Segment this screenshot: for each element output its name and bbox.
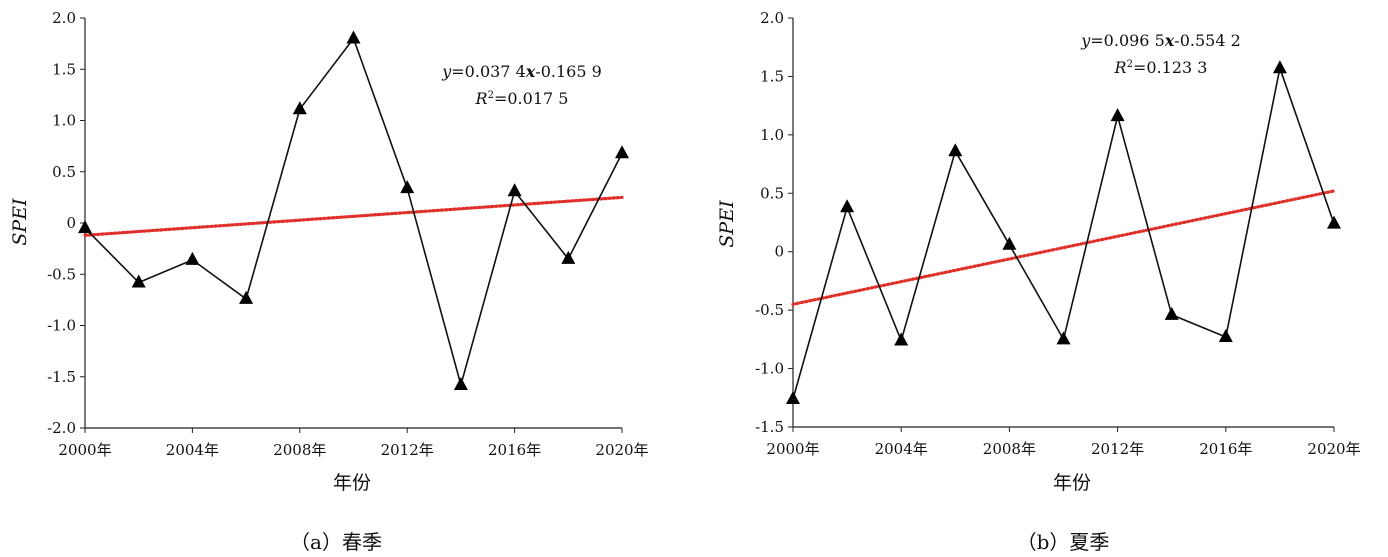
a-y-tick-label: -2.0	[47, 419, 76, 437]
b-y-tick-label: 1.5	[760, 67, 784, 85]
b-x-tick-label: 2008年	[983, 440, 1036, 458]
b-data-point-triangle	[1327, 215, 1341, 229]
a-data-point-triangle	[453, 376, 468, 390]
b-data-point-triangle	[1272, 60, 1287, 74]
b-data-point-triangle	[1218, 329, 1233, 343]
a-data-point-triangle	[292, 101, 307, 115]
a-x-axis-label: 年份	[333, 472, 371, 494]
a-data-point-triangle	[561, 250, 576, 264]
b-x-tick-label: 2016年	[1199, 440, 1252, 458]
b-x-tick-label: 2004年	[875, 440, 928, 458]
b-data-point-triangle	[894, 332, 909, 346]
b-trend-dotted-line	[791, 189, 1336, 306]
b-series	[786, 60, 1341, 404]
a-y-tick-label: -0.5	[47, 265, 76, 283]
a-y-tick-label: 2.0	[52, 9, 76, 27]
b-y-tick-label: -1.0	[755, 360, 784, 378]
panel-b-chart: 2.0 1.5 1.0 0.5 0 -0.5 -1.0 -1.5 2000年 2004年 2008…	[716, 9, 1361, 554]
a-y-tick-label: 0.5	[52, 163, 76, 181]
b-equation-line2: R2=0.123 3	[1114, 58, 1208, 77]
a-data-point-triangle	[239, 290, 254, 304]
panel-a-chart: 2.0 1.5 1.0 0.5 0 -0.5 -1.0 -1.5 -2.0 2000年 2004年…	[9, 9, 649, 554]
a-data-point-triangle	[131, 274, 146, 288]
a-x-tick-label: 2012年	[381, 441, 434, 459]
b-data-point-triangle	[1056, 331, 1071, 345]
b-trend-line	[791, 189, 1336, 306]
a-y-axis-label: SPEI	[9, 198, 31, 246]
a-x-ticks: 2000年 2004年 2008年 2012年 2016年 2020年	[58, 428, 649, 459]
b-y-tick-label: 0	[774, 243, 784, 261]
a-y-tick-label: -1.5	[47, 368, 76, 386]
b-data-point-triangle	[1110, 108, 1125, 122]
b-y-ticks: 2.0 1.5 1.0 0.5 0 -0.5 -1.0 -1.5	[755, 9, 793, 436]
a-x-tick-label: 2008年	[273, 441, 326, 459]
a-equation-line2: R2=0.017 5	[475, 89, 569, 108]
a-x-tick-label: 2000年	[58, 441, 111, 459]
a-data-point-triangle	[185, 251, 200, 265]
a-caption: （a）春季	[290, 530, 382, 554]
b-data-point-triangle	[840, 199, 855, 213]
a-y-tick-label: 0	[66, 214, 76, 232]
a-y-tick-label: 1.5	[52, 60, 76, 78]
a-x-tick-label: 2004年	[166, 441, 219, 459]
a-data-point-triangle	[507, 183, 522, 197]
b-y-tick-label: 0.5	[760, 184, 784, 202]
a-data-point-triangle	[346, 30, 361, 44]
b-x-axis-label: 年份	[1053, 472, 1091, 494]
a-y-tick-label: 1.0	[52, 112, 76, 130]
b-caption: （b）夏季	[1017, 530, 1110, 554]
b-y-tick-label: -1.5	[755, 418, 784, 436]
b-data-point-triangle	[948, 143, 963, 157]
b-data-point-triangle	[786, 390, 800, 404]
b-y-axis-label: SPEI	[716, 200, 738, 248]
b-x-tick-label: 2020年	[1307, 440, 1360, 458]
b-x-tick-label: 2000年	[766, 440, 819, 458]
b-series-line	[792, 65, 1335, 400]
b-y-tick-label: -0.5	[755, 301, 784, 319]
a-y-tick-label: -1.0	[47, 317, 76, 335]
a-trend-dotted-line	[83, 195, 624, 237]
b-x-ticks: 2000年 2004年 2008年 2012年 2016年 2020年	[766, 427, 1361, 458]
b-axes	[792, 18, 1334, 428]
a-x-tick-label: 2016年	[488, 441, 541, 459]
a-series	[78, 30, 629, 390]
a-y-ticks: 2.0 1.5 1.0 0.5 0 -0.5 -1.0 -1.5 -2.0	[47, 9, 85, 437]
b-y-tick-label: 2.0	[760, 9, 784, 27]
a-equation-line1: y=0.037 4x-0.165 9	[441, 62, 602, 81]
a-data-point-triangle	[615, 145, 629, 159]
a-x-tick-label: 2020年	[595, 441, 648, 459]
b-data-point-triangle	[1164, 306, 1179, 320]
a-data-point-triangle	[400, 180, 415, 194]
b-data-point-triangle	[1002, 236, 1017, 250]
a-data-point-triangle	[78, 220, 92, 234]
b-equation-line1: y=0.096 5x-0.554 2	[1080, 31, 1241, 50]
b-x-tick-label: 2012年	[1091, 440, 1144, 458]
b-y-tick-label: 1.0	[760, 126, 784, 144]
a-trend-line	[83, 195, 624, 237]
